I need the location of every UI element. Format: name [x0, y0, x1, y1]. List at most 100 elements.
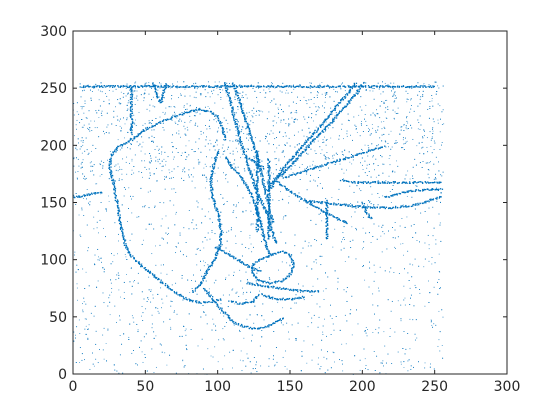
data-point	[218, 119, 220, 121]
data-point	[339, 85, 341, 87]
data-point	[333, 216, 335, 218]
data-point	[341, 98, 343, 100]
data-point	[239, 139, 242, 141]
data-point	[155, 123, 157, 125]
data-point	[250, 170, 252, 172]
data-point	[122, 233, 124, 236]
data-point	[310, 136, 312, 138]
data-point	[204, 110, 207, 113]
data-point	[233, 84, 236, 86]
data-point	[256, 283, 259, 285]
data-point	[108, 200, 110, 202]
data-point	[257, 212, 259, 214]
data-point	[206, 292, 208, 295]
data-point	[269, 209, 271, 212]
data-point	[78, 196, 80, 198]
data-point	[263, 206, 266, 208]
data-point	[289, 288, 292, 291]
data-point	[290, 254, 293, 256]
data-point	[349, 102, 351, 104]
data-point	[215, 257, 217, 259]
data-point	[123, 85, 126, 87]
data-point	[306, 145, 308, 147]
data-point	[127, 140, 129, 143]
data-point	[217, 215, 219, 217]
data-point	[76, 195, 78, 197]
data-point	[96, 183, 98, 185]
data-point	[304, 148, 306, 151]
data-point	[232, 320, 234, 323]
data-point	[130, 87, 132, 90]
data-point	[157, 93, 159, 95]
data-point	[259, 270, 262, 272]
data-point	[296, 289, 299, 291]
data-point	[182, 360, 184, 362]
data-point	[115, 151, 117, 153]
data-point	[270, 224, 272, 226]
data-point	[255, 206, 258, 208]
data-point	[295, 85, 298, 88]
data-point	[130, 90, 132, 92]
data-point	[235, 147, 237, 149]
data-point	[325, 214, 327, 216]
data-point	[325, 213, 327, 215]
data-point	[284, 251, 286, 254]
data-point	[254, 199, 256, 201]
data-point	[156, 95, 158, 98]
data-point	[131, 103, 133, 106]
data-point	[351, 204, 353, 206]
data-point	[272, 181, 274, 183]
data-point	[100, 164, 102, 166]
data-point	[137, 85, 139, 87]
data-point	[267, 170, 269, 172]
data-point	[279, 132, 280, 134]
data-point	[267, 256, 269, 258]
data-point	[175, 213, 177, 215]
data-point	[130, 109, 132, 112]
data-point	[251, 175, 254, 177]
data-point	[207, 232, 209, 234]
data-point	[330, 137, 332, 139]
data-point	[307, 137, 309, 139]
data-point	[410, 205, 413, 208]
data-point	[232, 107, 234, 109]
data-point	[292, 290, 295, 292]
data-point	[156, 276, 158, 279]
data-point	[85, 271, 87, 273]
data-point	[219, 220, 221, 222]
data-point	[239, 103, 241, 105]
data-point	[113, 186, 116, 188]
data-point	[344, 158, 347, 161]
data-point	[219, 247, 221, 250]
data-point	[369, 207, 372, 209]
data-point	[327, 85, 329, 87]
data-point	[288, 189, 290, 191]
data-point	[314, 290, 316, 293]
data-point	[93, 228, 95, 230]
data-point	[240, 144, 242, 147]
data-point	[141, 265, 143, 268]
data-point	[253, 269, 256, 271]
data-point	[246, 164, 248, 166]
data-point	[256, 183, 258, 185]
data-point	[296, 172, 299, 174]
data-point	[130, 128, 133, 130]
data-point	[110, 173, 112, 176]
data-point	[129, 129, 132, 132]
data-point	[410, 99, 411, 101]
data-point	[210, 86, 212, 88]
data-point	[229, 161, 231, 164]
data-point	[218, 120, 220, 122]
data-point	[393, 95, 395, 97]
data-point	[249, 326, 252, 329]
data-point	[271, 185, 273, 187]
data-point	[285, 298, 287, 301]
data-point	[156, 167, 157, 169]
data-point	[208, 292, 210, 294]
data-point	[192, 110, 195, 112]
data-point	[261, 165, 263, 167]
data-point	[253, 298, 255, 300]
data-point	[267, 198, 269, 201]
data-point	[371, 124, 373, 125]
data-point	[222, 250, 224, 252]
